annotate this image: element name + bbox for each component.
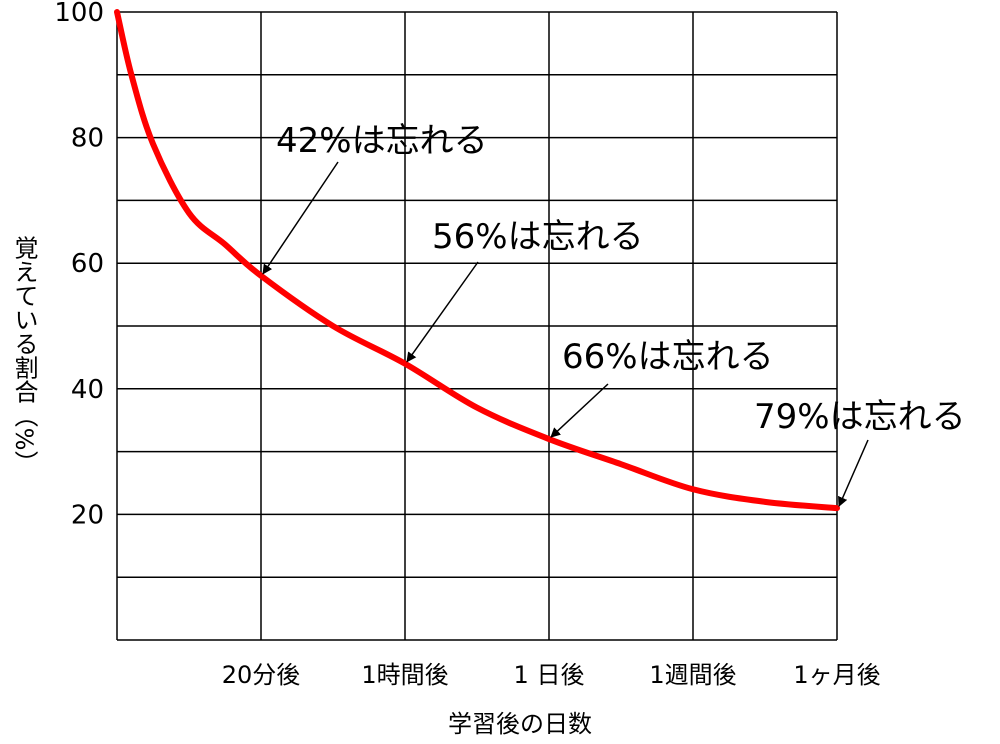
annotation-label: 66%は忘れる [562,337,774,377]
annotation-arrow [406,261,479,363]
annotation-arrow [838,439,869,508]
x-tick-label: 1 日後 [514,661,585,689]
y-tick-labels: 20 40 60 80 100 [54,0,104,530]
annotation-arrow [550,383,609,438]
y-axis-label: 覚えている割合（%） [10,236,38,475]
y-tick-label: 100 [54,0,104,28]
forgetting-curve-line [114,9,840,512]
annotation-arrow [262,161,339,275]
grid [116,11,838,641]
y-tick-label: 80 [71,124,104,154]
x-tick-labels: 20分後 1時間後 1 日後 1週間後 1ヶ月後 [222,661,881,689]
y-tick-label: 60 [71,249,104,279]
x-tick-label: 1時間後 [361,661,448,689]
annotation-label: 42%は忘れる [276,121,488,161]
x-axis-label: 学習後の日数 [448,710,592,738]
y-tick-label: 40 [71,375,104,405]
y-tick-label: 20 [71,500,104,530]
series [114,9,840,512]
x-tick-label: 1ヶ月後 [793,661,880,689]
annotation-label: 79%は忘れる [754,397,966,437]
x-tick-label: 20分後 [222,661,301,689]
annotations: 42%は忘れる 56%は忘れる 66%は忘れる 79%は忘れる [262,121,966,508]
annotation-label: 56%は忘れる [432,217,644,257]
x-tick-label: 1週間後 [649,661,736,689]
